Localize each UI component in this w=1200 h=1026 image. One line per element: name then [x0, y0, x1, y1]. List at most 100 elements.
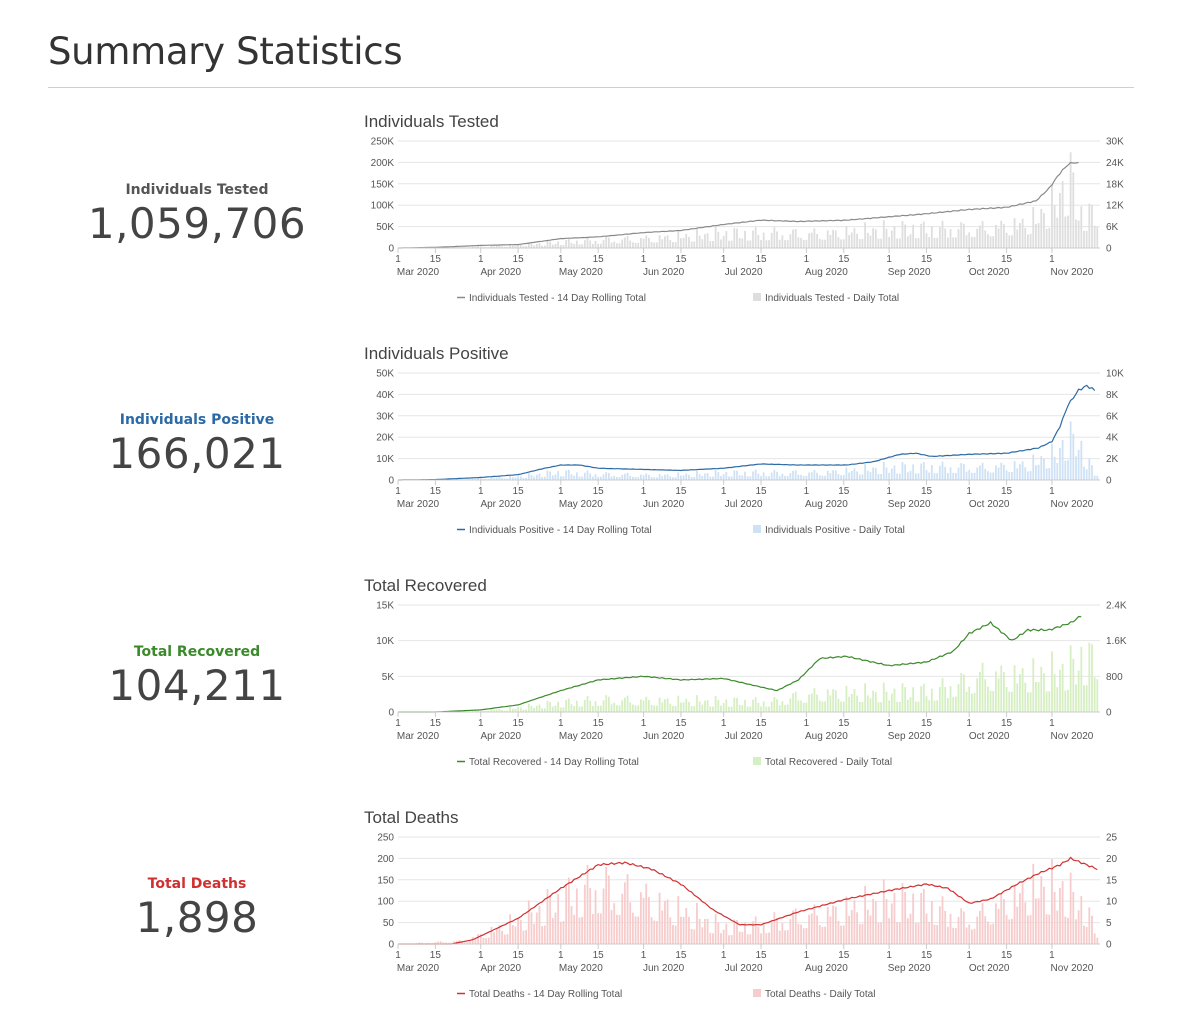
daily-bar — [530, 705, 533, 712]
daily-bar — [765, 476, 768, 480]
daily-bar — [1067, 215, 1069, 248]
daily-bar — [653, 242, 656, 248]
daily-bar — [968, 469, 971, 480]
daily-bar — [885, 467, 888, 480]
legend-item-daily-total[interactable]: Individuals Positive - Daily Total — [765, 525, 905, 536]
daily-bar — [973, 692, 976, 712]
daily-bar — [1019, 464, 1021, 480]
left-axis-tick-label: 40K — [376, 390, 394, 401]
daily-bar — [978, 671, 981, 712]
legend-item-daily-total[interactable]: Total Deaths - Daily Total — [765, 989, 875, 1000]
x-tick-label: 1 — [641, 950, 647, 961]
daily-bar — [826, 470, 829, 480]
left-axis-tick-label: 200 — [377, 854, 394, 865]
daily-bar — [904, 891, 907, 944]
daily-bar — [920, 223, 923, 248]
daily-bar — [1067, 689, 1069, 712]
daily-bar — [976, 678, 979, 712]
daily-bar — [693, 929, 696, 944]
daily-bar — [794, 470, 797, 480]
legend-item-daily-total[interactable]: Total Recovered - Daily Total — [765, 757, 892, 768]
daily-bar — [717, 231, 720, 248]
legend-item-rolling-total[interactable]: Total Recovered - 14 Day Rolling Total — [469, 757, 639, 768]
daily-bar — [866, 695, 869, 712]
daily-bar — [1053, 674, 1056, 712]
x-tick-label: 1 — [804, 254, 810, 265]
x-tick-label: 1 — [1049, 486, 1055, 497]
daily-bar — [954, 928, 957, 944]
daily-bar — [933, 473, 936, 480]
daily-bar — [1021, 218, 1024, 248]
daily-bar — [573, 475, 576, 480]
daily-bar — [1083, 685, 1085, 712]
daily-bar — [541, 708, 544, 712]
daily-bar — [842, 701, 845, 712]
daily-bar — [1053, 892, 1056, 944]
daily-bar — [631, 704, 634, 712]
daily-bar — [1016, 468, 1019, 480]
left-axis-tick-label: 150 — [377, 875, 394, 886]
daily-bar — [754, 469, 757, 480]
x-tick-label: 15 — [593, 950, 605, 961]
daily-bar — [781, 701, 784, 712]
daily-bar — [527, 703, 530, 712]
daily-bar — [541, 245, 544, 248]
daily-bar — [669, 703, 672, 712]
daily-bar — [565, 699, 568, 712]
daily-bar — [434, 942, 437, 944]
daily-bar — [925, 233, 928, 248]
daily-bar — [591, 476, 594, 480]
daily-bar — [506, 478, 509, 480]
daily-bar — [538, 473, 541, 480]
x-month-label: Jun 2020 — [643, 963, 685, 974]
daily-bar — [527, 242, 530, 248]
daily-bar — [850, 470, 853, 480]
daily-bar — [1003, 672, 1005, 712]
daily-bar — [858, 239, 861, 248]
daily-bar — [746, 934, 749, 944]
legend-item-daily-total[interactable]: Individuals Tested - Daily Total — [765, 293, 899, 304]
daily-bar — [965, 471, 968, 480]
daily-bar — [586, 237, 589, 248]
daily-bar — [842, 925, 845, 944]
daily-bar — [770, 232, 773, 248]
daily-bar — [960, 672, 963, 712]
daily-bar — [653, 477, 656, 480]
x-tick-label: 1 — [1049, 950, 1055, 961]
daily-bar — [821, 475, 824, 480]
daily-bar — [776, 231, 778, 248]
daily-bar — [1045, 228, 1048, 248]
x-tick-label: 1 — [395, 486, 401, 497]
daily-bar — [639, 892, 642, 944]
legend-item-rolling-total[interactable]: Individuals Positive - 14 Day Rolling To… — [469, 525, 652, 536]
daily-bar — [522, 478, 525, 480]
daily-bar — [591, 913, 594, 944]
daily-bar — [773, 697, 776, 712]
daily-bar — [479, 934, 482, 944]
daily-bar — [677, 896, 680, 944]
daily-bar — [789, 919, 792, 944]
daily-bar — [901, 462, 904, 480]
daily-bar — [760, 476, 762, 480]
daily-bar — [559, 921, 562, 944]
daily-bar — [789, 473, 792, 480]
daily-bar — [1016, 229, 1019, 248]
x-tick-label: 1 — [641, 486, 647, 497]
daily-bar — [567, 239, 570, 248]
daily-bar — [741, 475, 744, 480]
daily-bar — [509, 475, 512, 480]
x-tick-label: 1 — [395, 950, 401, 961]
daily-bar — [543, 476, 546, 480]
daily-bar — [543, 925, 546, 944]
legend-item-rolling-total[interactable]: Total Deaths - 14 Day Rolling Total — [469, 989, 622, 1000]
daily-bar — [685, 233, 688, 248]
daily-bar — [936, 473, 939, 480]
x-month-label: Oct 2020 — [969, 499, 1010, 510]
daily-bar — [525, 246, 528, 248]
x-tick-label: 15 — [675, 254, 687, 265]
daily-bar — [720, 239, 722, 248]
legend-item-rolling-total[interactable]: Individuals Tested - 14 Day Rolling Tota… — [469, 293, 646, 304]
daily-bar — [1091, 915, 1093, 944]
daily-bar — [954, 696, 957, 712]
daily-bar — [621, 893, 624, 944]
